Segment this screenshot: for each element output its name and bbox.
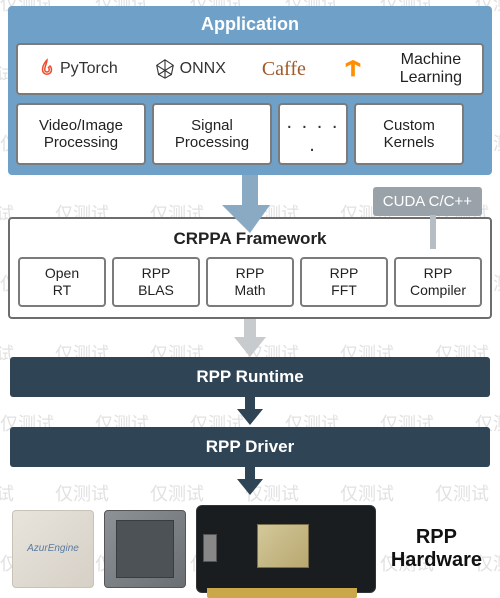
flame-icon: [38, 58, 56, 80]
arrow-down-icon: [235, 467, 265, 497]
application-block: Application PyTorch ONNX Caffe Machine L…: [8, 6, 492, 175]
crppa-components-row: Open RT RPP BLAS RPP Math RPP FFT RPP Co…: [18, 257, 482, 307]
rpp-driver-bar: RPP Driver: [10, 427, 490, 467]
pytorch-label: PyTorch: [60, 60, 118, 78]
onnx-logo: ONNX: [154, 58, 226, 80]
processing-row: Video/Image Processing Signal Processing…: [16, 103, 484, 165]
app-to-crppa-region: CUDA C/C++: [8, 175, 492, 231]
custom-kernels-box: Custom Kernels: [354, 103, 464, 165]
board-pcie-edge: [207, 588, 357, 598]
cuda-connector: [430, 215, 436, 249]
polyhedron-icon: [154, 58, 176, 80]
tensorflow-logo: [342, 58, 364, 80]
board-port: [203, 534, 217, 562]
runtime-to-driver-arrow: [8, 397, 492, 427]
board-chip: [257, 524, 309, 568]
arrow-down-icon: [230, 319, 270, 359]
pytorch-logo: PyTorch: [38, 58, 118, 80]
caffe-logo: Caffe: [262, 58, 306, 81]
cuda-box: CUDA C/C++: [373, 187, 482, 216]
rpp-runtime-bar: RPP Runtime: [10, 357, 490, 397]
arrow-down-icon: [235, 397, 265, 427]
driver-to-hardware-arrow: [8, 467, 492, 497]
ml-frameworks-row: PyTorch ONNX Caffe Machine Learning: [16, 43, 484, 95]
crppa-item-openrt: Open RT: [18, 257, 106, 307]
hardware-board: [196, 505, 376, 593]
chip1-label: AzurEngine: [27, 543, 79, 554]
crppa-item-math: RPP Math: [206, 257, 294, 307]
hardware-row: AzurEngine RPP Hardware: [8, 505, 492, 593]
chip2-die: [116, 520, 174, 578]
video-image-box: Video/Image Processing: [16, 103, 146, 165]
caffe-label: Caffe: [262, 58, 306, 81]
crppa-item-fft: RPP FFT: [300, 257, 388, 307]
ml-label: Machine Learning: [400, 51, 462, 86]
application-title: Application: [16, 10, 484, 43]
crppa-item-compiler: RPP Compiler: [394, 257, 482, 307]
hardware-label: RPP Hardware: [391, 526, 482, 572]
crppa-to-runtime-arrow: [8, 319, 492, 357]
arrow-down-icon: [222, 175, 278, 235]
ellipsis-box: . . . . .: [278, 103, 348, 165]
onnx-label: ONNX: [180, 60, 226, 78]
signal-box: Signal Processing: [152, 103, 272, 165]
tensorflow-icon: [342, 58, 364, 80]
crppa-item-blas: RPP BLAS: [112, 257, 200, 307]
